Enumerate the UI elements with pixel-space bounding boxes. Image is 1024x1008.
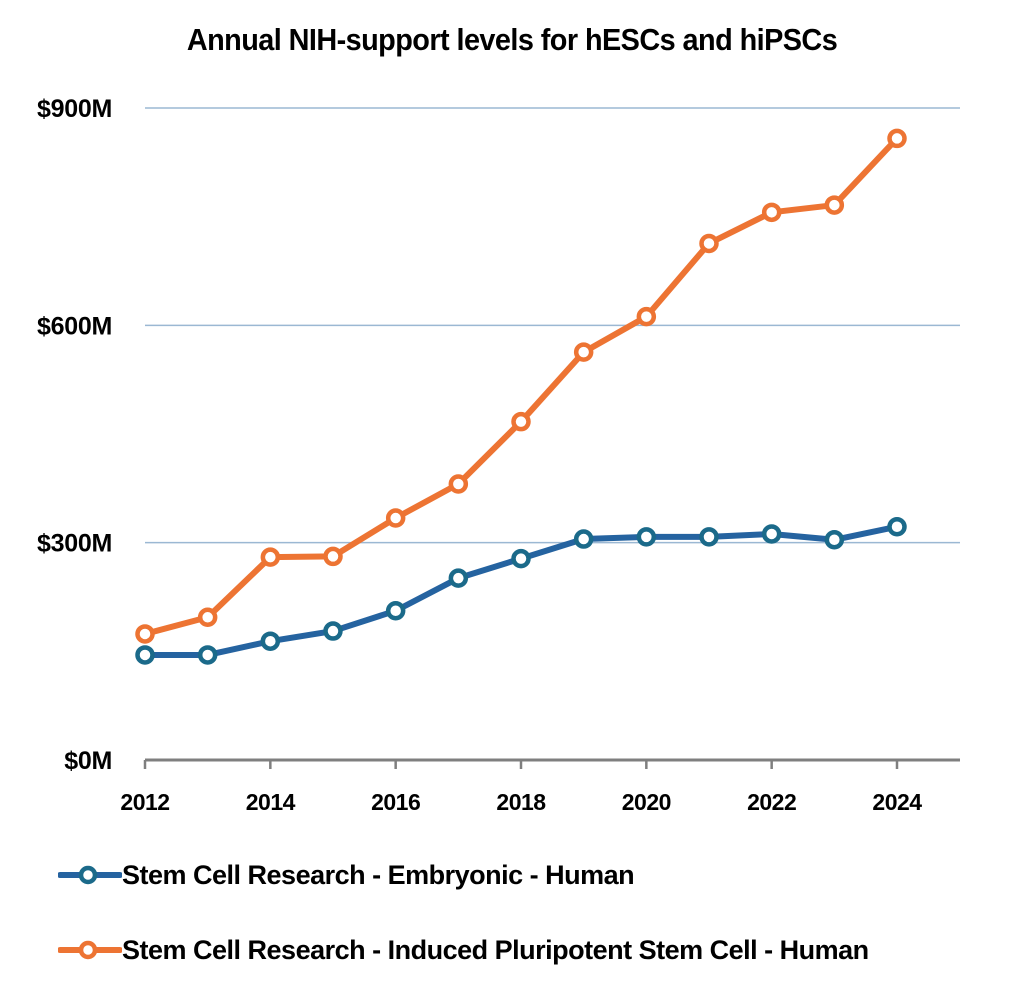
legend-item-embryonic[interactable]: Stem Cell Research - Embryonic - Human xyxy=(58,855,635,895)
y-tick-label: $900M xyxy=(37,95,112,123)
x-tick-label: 2024 xyxy=(872,789,922,815)
x-tick-label: 2018 xyxy=(496,789,546,815)
legend-label-ipsc: Stem Cell Research - Induced Pluripotent… xyxy=(122,934,869,965)
series-line-embryonic xyxy=(142,523,900,658)
legend-swatch-embryonic-icon xyxy=(58,865,122,885)
data-point-ipsc-2019[interactable] xyxy=(573,342,594,362)
y-axis-tick-labels: $0M $300M $600M $900M xyxy=(37,95,112,775)
data-point-ipsc-2024[interactable] xyxy=(887,128,907,149)
chart-title: Annual NIH-support levels for hESCs and … xyxy=(186,22,838,57)
legend-item-ipsc[interactable]: Stem Cell Research - Induced Pluripotent… xyxy=(58,930,869,970)
data-point-ipsc-2020[interactable] xyxy=(636,306,657,327)
data-point-embryonic-2018[interactable] xyxy=(511,548,531,569)
x-axis xyxy=(143,758,960,769)
series-embryonic xyxy=(135,516,907,665)
series-ipsc xyxy=(135,128,907,644)
y-tick-label: $300M xyxy=(37,530,112,558)
data-point-ipsc-2012[interactable] xyxy=(135,624,155,644)
data-point-embryonic-2019[interactable] xyxy=(573,529,594,549)
y-tick-label: $600M xyxy=(37,312,112,340)
gridlines xyxy=(145,107,960,544)
data-point-ipsc-2018[interactable] xyxy=(511,411,531,432)
data-point-ipsc-2023[interactable] xyxy=(824,195,845,215)
x-tick-label: 2022 xyxy=(747,789,796,815)
data-point-ipsc-2021[interactable] xyxy=(699,233,719,254)
data-point-embryonic-2016[interactable] xyxy=(385,601,406,621)
data-point-embryonic-2014[interactable] xyxy=(260,631,281,651)
data-point-ipsc-2017[interactable] xyxy=(448,474,469,494)
data-point-embryonic-2012[interactable] xyxy=(135,645,155,665)
data-point-embryonic-2020[interactable] xyxy=(636,527,657,547)
legend-marker-embryonic xyxy=(78,865,98,885)
x-tick-label: 2020 xyxy=(622,789,671,815)
data-point-embryonic-2013[interactable] xyxy=(197,645,218,665)
y-tick-label: $0M xyxy=(64,747,112,775)
plot-area: $0M$300M$600M$900M 2012 2014 2016 2018 2020 2… xyxy=(37,95,960,815)
legend-swatch-ipsc-icon xyxy=(58,940,122,960)
x-tick-label: 2014 xyxy=(246,789,296,815)
data-point-ipsc-2022[interactable] xyxy=(761,202,782,223)
x-axis-tick-labels: 2012 2014 2016 2018 2020 2022 2024 xyxy=(120,789,922,815)
legend-marker-ipsc xyxy=(78,940,98,960)
data-point-embryonic-2021[interactable] xyxy=(699,527,719,547)
data-point-embryonic-2022[interactable] xyxy=(761,524,782,544)
legend-label-embryonic: Stem Cell Research - Embryonic - Human xyxy=(122,859,635,890)
series-group xyxy=(135,128,907,665)
data-point-ipsc-2014[interactable] xyxy=(260,547,281,567)
data-point-embryonic-2017[interactable] xyxy=(448,568,469,588)
data-point-embryonic-2015[interactable] xyxy=(323,621,343,641)
x-tick-label: 2012 xyxy=(120,789,169,815)
data-point-ipsc-2016[interactable] xyxy=(385,508,406,528)
data-point-ipsc-2013[interactable] xyxy=(197,607,218,628)
data-point-embryonic-2024[interactable] xyxy=(887,516,907,537)
data-point-embryonic-2023[interactable] xyxy=(824,530,845,550)
data-point-ipsc-2015[interactable] xyxy=(323,546,343,567)
x-tick-label: 2016 xyxy=(371,789,420,815)
